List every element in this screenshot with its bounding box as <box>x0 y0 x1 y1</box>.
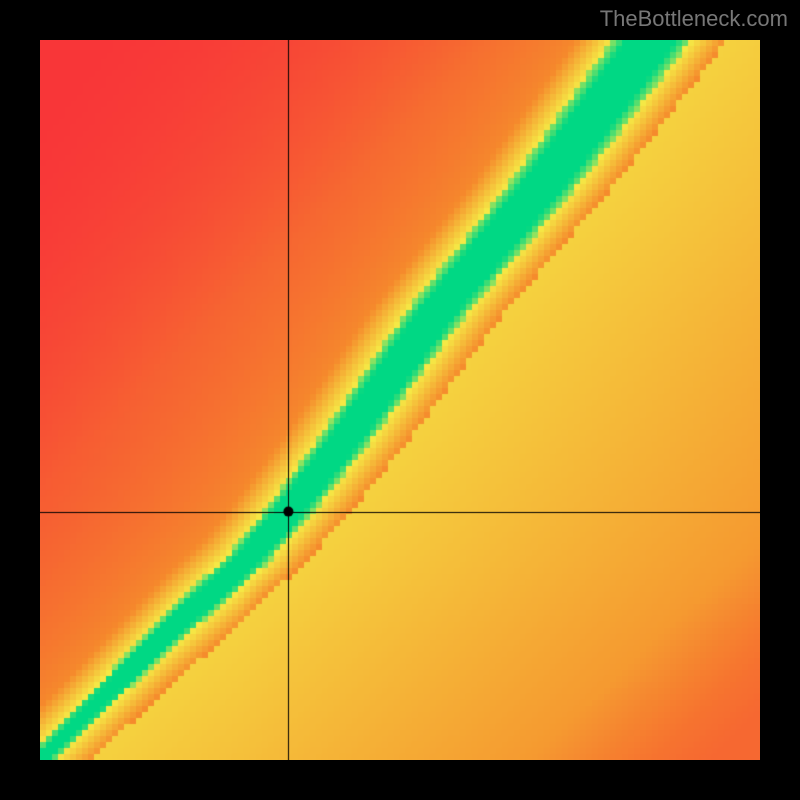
heatmap-canvas <box>40 40 760 760</box>
plot-area <box>40 40 760 760</box>
watermark-text: TheBottleneck.com <box>600 6 788 32</box>
chart-container: TheBottleneck.com <box>0 0 800 800</box>
